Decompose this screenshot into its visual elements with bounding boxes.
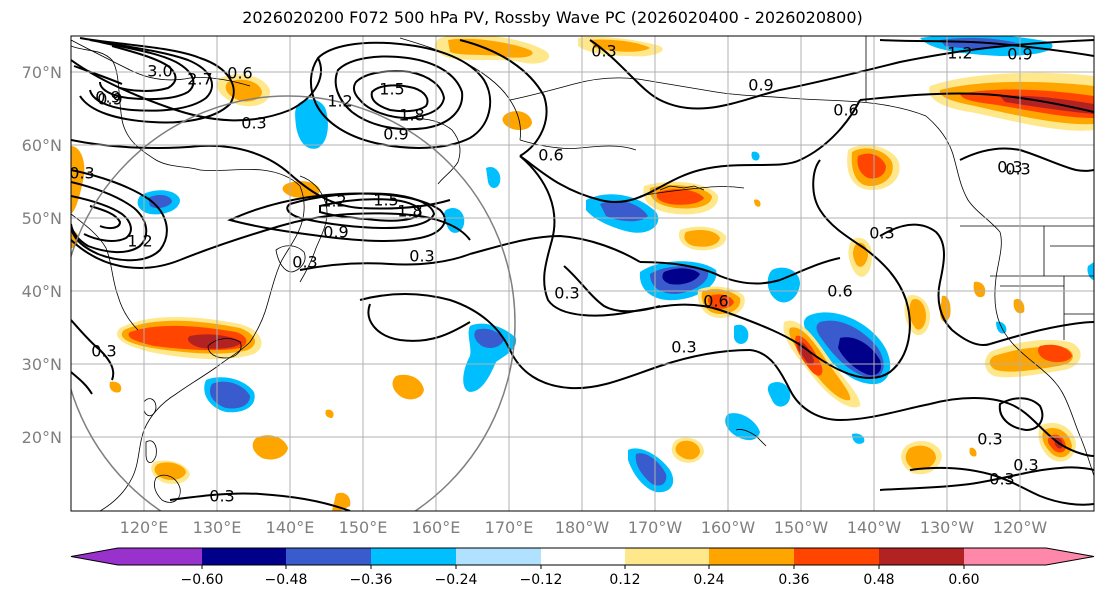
contour-label: 0.3 [591,42,616,61]
lon-label: 160°W [701,518,756,537]
contour-label: 1.5 [373,191,398,210]
colorbar-tick-label: −0.48 [265,572,308,588]
lon-label: 140°W [847,518,902,537]
colorbar-segment [879,548,964,565]
colorbar-tick-label: −0.12 [520,572,563,588]
colorbar-tick-label: 0.12 [609,572,640,588]
contour-label: 0.6 [703,292,728,311]
colorbar-segment [794,548,879,565]
contour-labels: 0.3 0.91.20.90.90.61.51.21.80.93.0 2.7 0.60… [69,42,1039,506]
contour-label: 0.9 [97,90,122,109]
contour-label: 1.8 [399,106,424,125]
lon-label: 150°E [339,518,388,537]
contour-label: 0.9 [323,223,348,242]
lat-label: 60°N [22,136,62,155]
contour-label: 0.3 [241,114,266,133]
contour-label: 0.9 [383,125,408,144]
colorbar-tick-label: 0.24 [693,572,724,588]
colorbar-segment [625,548,709,565]
lon-label: 150°W [774,518,829,537]
colorbar-tick-label: −0.36 [350,572,393,588]
longitude-axis: 120°E 130°E 140°E 150°E 160°E 170°E 180°… [120,518,1048,537]
colorbar-segment [286,548,371,565]
lon-label: 160°E [412,518,461,537]
contour-label: 0.3 [409,247,434,266]
lat-label: 50°N [22,209,62,228]
contour-label: 1.2 [321,192,346,211]
colorbar-tick-label: 0.48 [863,572,894,588]
contour-label: 0.6 [538,146,563,165]
lon-label: 120°E [120,518,169,537]
contour-label: 0.9 [1007,45,1032,64]
colorbar: −0.60 −0.48 −0.36 −0.24 −0.12 0.12 0.24 0.36 0.4… [70,547,1095,588]
lat-label: 40°N [22,282,62,301]
graticule [71,36,1094,511]
contour-label: 0.6 [227,64,252,83]
colorbar-outline [70,547,1095,566]
latitude-axis: 70°N 60°N 50°N 40°N 30°N 20°N [22,63,62,447]
colorbar-tick-label: 0.36 [778,572,809,588]
contour-label: 0.3 [292,253,317,272]
lon-label: 120°W [993,518,1048,537]
colorbar-segment [202,548,286,565]
contour-label: 0.3 [209,487,234,506]
contour-label: 0.3 [1005,160,1030,179]
colorbar-tick-label: −0.60 [181,572,224,588]
colorbar-segment [456,548,541,565]
contour-label: 0.9 [95,88,120,107]
lon-label: 170°W [628,518,683,537]
contour-label: 3.0 [147,62,172,81]
contour-label: 1.2 [127,232,152,251]
lat-label: 30°N [22,355,62,374]
lon-label: 130°E [193,518,242,537]
contour-label: 0.3 [1013,456,1038,475]
contour-label: 0.3 [869,224,894,243]
contour-label: 0.9 [748,76,773,95]
contour-label: 0.3 [671,338,696,357]
reference-circle [71,95,516,511]
colorbar-tick-label: −0.24 [435,572,478,588]
contour-label: 0.3 [69,164,94,183]
contour-label: 0.6 [833,101,858,120]
coastlines [71,36,1094,511]
contour-label: 0.3 [554,284,579,303]
contour-label: 0.3 [997,158,1022,177]
contour-label: 0.3 [989,470,1014,489]
contour-label: 0.3 [91,342,116,361]
colorbar-extend-high [964,548,1094,565]
contour-label: 0.3 [977,430,1002,449]
contour-label: 1.2 [947,44,972,63]
lat-label: 20°N [22,428,62,447]
contour-label: 0.6 [827,282,852,301]
colorbar-segment [371,548,456,565]
contour-label: 1.5 [379,80,404,99]
contour-label: 1.2 [327,92,352,111]
contour-label: 1.8 [397,202,422,221]
map-frame [70,35,1095,512]
lon-label: 130°W [920,518,975,537]
lon-label: 170°E [485,518,534,537]
colorbar-segment [541,548,625,565]
contour-label: 2.7 [187,70,212,89]
map-title: 2026020200 F072 500 hPa PV, Rossby Wave … [242,8,863,27]
lon-label: 180°W [555,518,610,537]
colorbar-segment [709,548,794,565]
colorbar-tick-label: 0.60 [948,572,979,588]
lat-label: 70°N [22,63,62,82]
lon-label: 140°E [266,518,315,537]
colorbar-extend-low [71,548,202,565]
